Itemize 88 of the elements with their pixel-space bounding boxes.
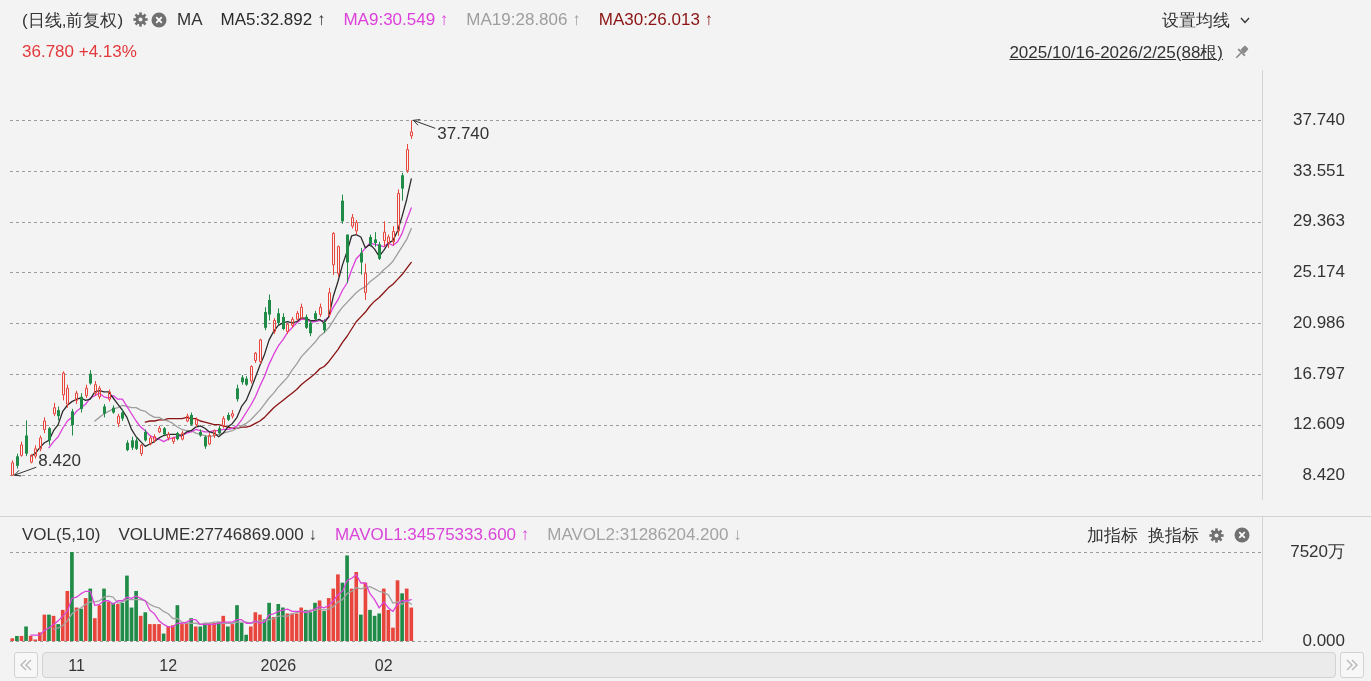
bar — [221, 615, 226, 641]
chart-subtitle: 36.780 +4.13% — [22, 42, 137, 62]
text: MAVOL2:31286204.200 ↓ — [547, 525, 742, 545]
bar — [404, 588, 409, 641]
annotation: 37.740 — [437, 124, 490, 143]
candlestick — [48, 426, 51, 446]
text: 设置均线 — [1162, 9, 1230, 32]
candlestick — [332, 232, 335, 276]
bar — [88, 588, 93, 641]
bar — [24, 626, 28, 641]
bar — [180, 624, 184, 641]
bar — [134, 590, 138, 641]
y-tick-label: 29.363 — [1293, 211, 1345, 231]
text: 2025/10/16-2026/2/25(88根) — [1009, 41, 1223, 64]
candlestick — [71, 408, 74, 437]
y-tick-label: 12.609 — [1293, 414, 1345, 434]
text: MA5:32.892 ↑ — [220, 10, 326, 30]
bar — [368, 609, 372, 641]
bar — [299, 607, 304, 641]
bar — [111, 602, 116, 641]
bar — [47, 614, 51, 641]
y-tick-label: 25.174 — [1293, 262, 1345, 282]
bar — [15, 635, 19, 641]
bar — [198, 626, 203, 641]
bar — [166, 626, 171, 641]
bar — [115, 603, 120, 641]
series-label: VOLUME:27746869.000 ↓ — [118, 525, 317, 545]
bar — [79, 608, 83, 641]
bar — [138, 615, 143, 641]
bar — [313, 602, 317, 641]
y-tick-label: 37.740 — [1293, 110, 1345, 129]
bar — [148, 624, 152, 641]
x-tick-label: 02 — [374, 657, 393, 675]
bar — [143, 612, 148, 641]
text: MA19:28.806 ↑ — [466, 10, 581, 30]
candlestick — [383, 220, 386, 248]
bar — [290, 613, 294, 641]
legend-title: MA — [177, 10, 203, 30]
bar — [125, 575, 129, 641]
bar — [235, 605, 239, 641]
bar — [359, 614, 363, 641]
text: 加指标 — [1087, 524, 1138, 547]
bar — [345, 555, 349, 641]
chart-title: (日线,前复权) — [22, 9, 124, 32]
bar — [212, 622, 216, 641]
candlestick — [341, 194, 344, 225]
bar — [226, 626, 230, 641]
y-tick-label: 33.551 — [1293, 160, 1345, 180]
bar — [56, 624, 60, 641]
legend-title: VOL(5,10) — [22, 525, 101, 545]
bar — [65, 590, 70, 641]
bar — [83, 598, 88, 641]
y-tick-label: 16.797 — [1293, 363, 1345, 383]
candlestick — [11, 459, 14, 476]
y-tick-label: 8.420 — [1302, 464, 1345, 484]
candlestick — [378, 241, 381, 261]
candlestick — [80, 392, 83, 414]
text: 换指标 — [1148, 524, 1199, 547]
bar — [189, 618, 193, 641]
candlestick — [364, 263, 367, 301]
annotation: 8.420 — [38, 450, 81, 470]
bar — [70, 552, 74, 641]
bar — [354, 572, 359, 641]
candlestick — [360, 247, 363, 276]
x-tick-label: 2026 — [260, 657, 297, 675]
x-tick-label: 12 — [159, 657, 178, 675]
bar — [267, 602, 271, 641]
bar — [271, 617, 276, 641]
y-tick-label: 7520万 — [1290, 541, 1345, 561]
bar — [193, 626, 198, 641]
bar — [322, 611, 326, 641]
bar — [377, 613, 382, 641]
text: MA30:26.013 ↑ — [598, 10, 714, 30]
y-tick-label: 0.000 — [1302, 630, 1345, 650]
bar — [381, 588, 386, 641]
bar — [276, 603, 281, 641]
text: MA9:30.549 ↑ — [343, 10, 449, 30]
y-tick-label: 20.986 — [1293, 312, 1345, 332]
bar — [10, 638, 15, 641]
bar — [400, 593, 404, 641]
bar — [303, 609, 308, 641]
bar — [170, 625, 175, 641]
candlestick — [401, 172, 404, 202]
bar — [102, 588, 106, 641]
text: MAVOL1:34575333.600 ↑ — [334, 525, 530, 545]
bar — [157, 624, 161, 641]
x-tick-label: 11 — [68, 657, 85, 675]
candlestick — [25, 419, 28, 457]
